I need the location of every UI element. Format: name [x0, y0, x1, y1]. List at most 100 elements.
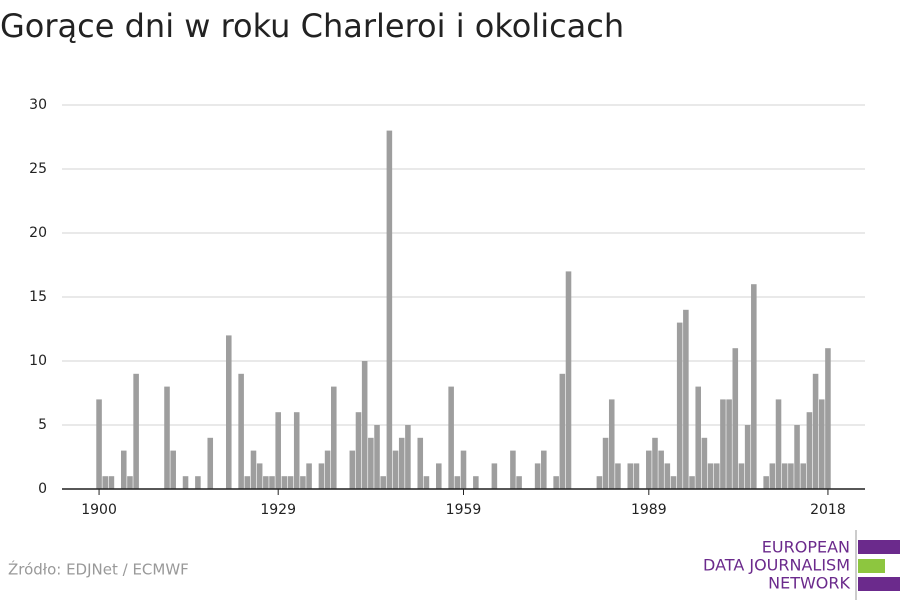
bar	[349, 450, 356, 489]
bar	[615, 463, 621, 489]
bar	[331, 386, 337, 489]
logo-text: EUROPEAN	[762, 538, 850, 557]
bar	[744, 425, 751, 489]
bar	[170, 450, 176, 489]
bar	[300, 476, 306, 489]
bar	[825, 348, 831, 489]
bar	[689, 476, 695, 489]
bar	[108, 476, 115, 489]
bar	[491, 463, 498, 489]
bar	[701, 437, 708, 489]
bar	[664, 463, 671, 489]
bar	[195, 476, 201, 489]
bar	[127, 476, 133, 489]
y-tick-label: 5	[38, 417, 47, 433]
bar	[751, 284, 757, 489]
x-tick-label: 1989	[631, 502, 667, 518]
bar	[275, 412, 281, 489]
bar	[541, 450, 547, 489]
bar	[646, 450, 652, 489]
bar	[713, 463, 720, 489]
logo-text: DATA JOURNALISM	[703, 556, 850, 575]
bar	[794, 425, 800, 489]
x-tick-label: 1900	[81, 502, 117, 518]
bar	[182, 476, 189, 489]
bar	[788, 463, 794, 489]
bar	[534, 463, 541, 489]
logo-bar	[858, 577, 900, 591]
bar	[324, 450, 331, 489]
bar	[812, 373, 819, 489]
bar	[473, 476, 479, 489]
y-tick-label: 0	[38, 481, 47, 497]
bar	[553, 476, 559, 489]
bar	[516, 476, 522, 489]
x-tick-label: 1929	[260, 502, 296, 518]
bar	[683, 309, 689, 489]
bar	[818, 399, 825, 489]
bar	[707, 463, 714, 489]
bar	[374, 425, 380, 489]
bar	[676, 322, 683, 489]
y-tick-label: 25	[29, 161, 47, 177]
bar	[256, 463, 263, 489]
bar	[386, 130, 393, 489]
bar	[806, 412, 813, 489]
bar	[405, 425, 411, 489]
bar	[398, 437, 405, 489]
bar	[596, 476, 603, 489]
bar	[238, 373, 244, 489]
bar	[732, 348, 739, 489]
bar	[448, 386, 454, 489]
bar	[361, 361, 368, 489]
bar	[763, 476, 769, 489]
bar	[293, 412, 300, 489]
bar	[355, 412, 362, 489]
bar	[738, 463, 745, 489]
bar	[695, 386, 702, 489]
bar	[652, 437, 658, 489]
bar	[670, 476, 677, 489]
y-tick-label: 30	[29, 97, 47, 113]
bar	[164, 386, 170, 489]
x-tick-label: 2018	[810, 502, 846, 518]
logo-bar	[858, 559, 885, 573]
bar	[559, 373, 566, 489]
bar	[726, 399, 732, 489]
bar	[250, 450, 257, 489]
bar	[454, 476, 461, 489]
y-tick-label: 10	[29, 353, 47, 369]
bar	[658, 450, 664, 489]
bar	[225, 335, 232, 489]
logo-text: NETWORK	[768, 574, 850, 593]
bar	[436, 463, 442, 489]
bar	[318, 463, 325, 489]
y-tick-label: 20	[29, 225, 47, 241]
bar	[627, 463, 634, 489]
bar	[781, 463, 788, 489]
bar	[263, 476, 269, 489]
bar	[287, 476, 294, 489]
source: Źródło: EDJNet / ECMWF	[8, 560, 189, 579]
bar	[633, 463, 640, 489]
y-tick-label: 15	[29, 289, 47, 305]
bar	[460, 450, 467, 489]
bar	[720, 399, 726, 489]
bar	[775, 399, 782, 489]
bar	[800, 463, 807, 489]
bar	[306, 463, 312, 489]
bar	[510, 450, 516, 489]
bar	[281, 476, 288, 489]
bar	[269, 476, 275, 489]
bar	[120, 450, 127, 489]
bar	[368, 437, 374, 489]
bar	[102, 476, 109, 489]
bar	[133, 373, 139, 489]
bar	[565, 271, 572, 489]
bar	[423, 476, 430, 489]
bar	[602, 437, 609, 489]
bar	[380, 476, 386, 489]
bar	[244, 476, 251, 489]
